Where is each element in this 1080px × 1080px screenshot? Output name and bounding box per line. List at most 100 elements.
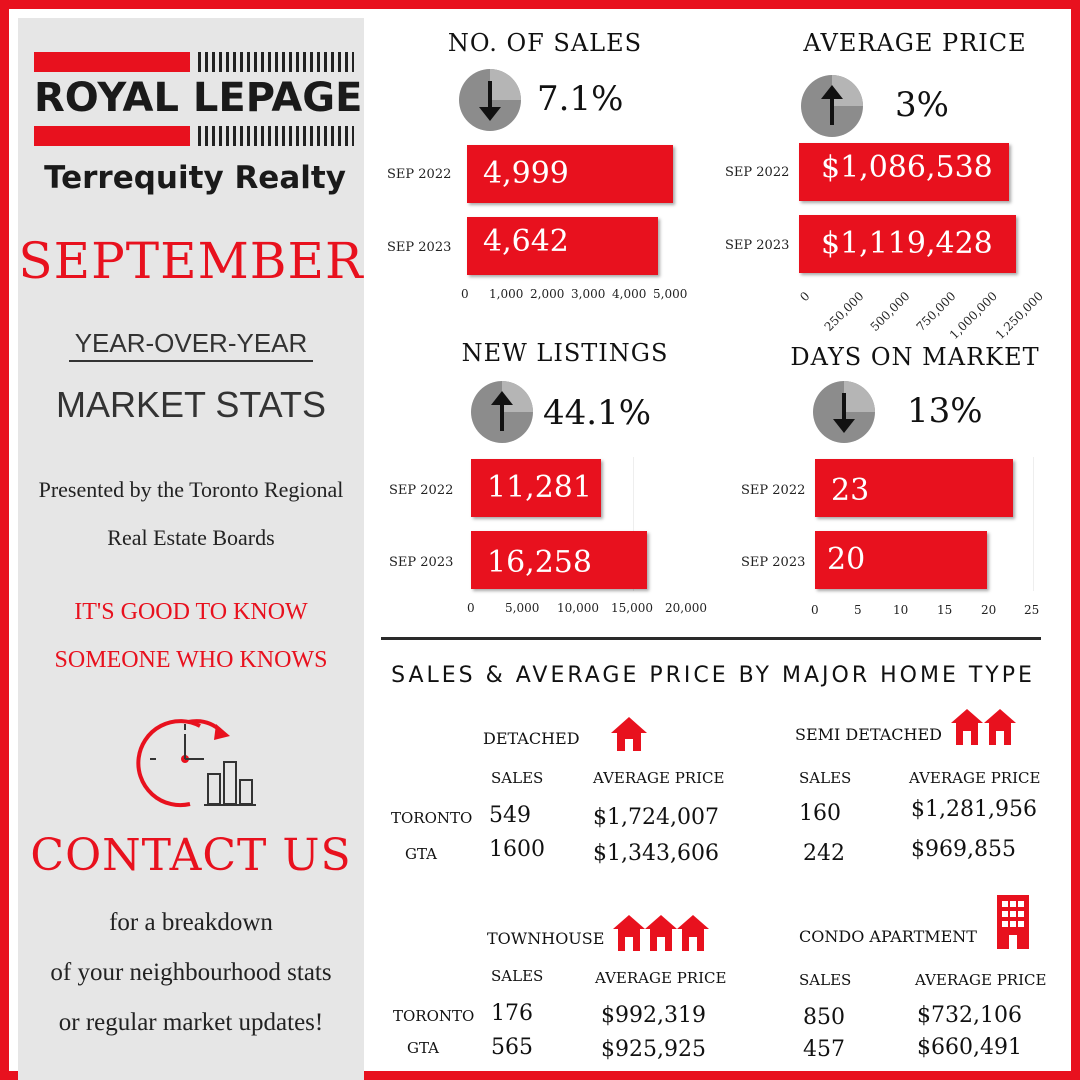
panel-title: NO. OF SALES — [447, 29, 643, 57]
sales-header: SALES — [491, 967, 544, 985]
breakdown-line-2: of your neighbourhood stats — [50, 959, 332, 986]
panel-title: AVERAGE PRICE — [803, 29, 1027, 57]
logo-brand-text: ROYAL LEPAGE — [34, 75, 363, 121]
logo-subtitle: Terrequity Realty — [44, 160, 346, 196]
tagline-line-2: SOMEONE WHO KNOWS — [54, 647, 328, 673]
logo-stripes-top — [198, 52, 354, 72]
toronto-sales: 549 — [489, 803, 531, 828]
row-label: SEP 2022 — [389, 483, 454, 498]
toronto-sales: 160 — [799, 801, 841, 826]
gta-sales: 457 — [803, 1037, 845, 1062]
sales-header: SALES — [491, 769, 544, 787]
breakdown-line-1: for a breakdown — [109, 909, 273, 936]
gta-price: $660,491 — [917, 1035, 1022, 1060]
average-price-header: AVERAGE PRICE — [909, 769, 1041, 787]
axis-tick: 250,000 — [821, 289, 867, 334]
clock-chart-icon — [130, 714, 260, 810]
row-label: SEP 2023 — [387, 240, 452, 255]
toronto-sales: 176 — [491, 1001, 533, 1026]
panel-average-price: AVERAGE PRICE 3% SEP 2022 SEP 2023 $1,08… — [715, 19, 1079, 342]
bar-sep-2022: 23 — [815, 459, 1013, 517]
gta-label: GTA — [405, 845, 437, 863]
change-percent: 3% — [895, 85, 949, 125]
bar-sep-2023: 4,642 — [467, 217, 658, 275]
contact-us-heading: CONTACT US — [30, 830, 352, 881]
breakdown-text: for a breakdown of your neighbourhood st… — [18, 898, 364, 1048]
row-label: SEP 2023 — [725, 238, 790, 253]
panel-new-listings: NEW LISTINGS 44.1% SEP 2022 SEP 2023 11,… — [375, 329, 715, 629]
arrow-up-icon — [801, 75, 863, 137]
row-label: SEP 2022 — [387, 167, 452, 182]
gta-label: GTA — [407, 1039, 439, 1057]
bar-sep-2023: $1,119,428 — [799, 215, 1016, 273]
axis-tick: 15 — [937, 603, 953, 617]
grid-line — [633, 457, 634, 591]
axis-tick: 500,000 — [867, 289, 913, 334]
presented-by: Presented by the Toronto Regional Real E… — [18, 466, 364, 562]
panel-sales: NO. OF SALES 7.1% SEP 2022 SEP 2023 4,99… — [375, 19, 715, 319]
tagline-line-1: IT'S GOOD TO KNOW — [74, 599, 308, 625]
arrow-up-icon — [471, 381, 533, 443]
home-type-name: CONDO APARTMENT — [799, 927, 977, 946]
gta-price: $925,925 — [601, 1037, 706, 1062]
sales-header: SALES — [799, 971, 852, 989]
tagline: IT'S GOOD TO KNOW SOMEONE WHO KNOWS — [18, 588, 364, 684]
axis-tick: 10 — [893, 603, 909, 617]
axis-tick: 3,000 — [571, 287, 606, 301]
toronto-price: $992,319 — [601, 1003, 706, 1028]
axis-tick: 0 — [811, 603, 819, 617]
apartment-building-icon — [995, 893, 1031, 953]
house-icon — [609, 715, 649, 757]
toronto-price: $1,281,956 — [911, 797, 1037, 822]
gta-sales: 565 — [491, 1035, 533, 1060]
home-type-semi-detached: SEMI DETACHED SALES AVERAGE PRICE 160 $1… — [769, 705, 1079, 875]
yoy-text: YEAR-OVER-YEAR — [68, 328, 314, 362]
axis-tick: 4,000 — [612, 287, 647, 301]
panel-title: NEW LISTINGS — [461, 339, 669, 367]
home-type-townhouse: TOWNHOUSE SALES AVERAGE PRICE TORONTO GT… — [381, 907, 726, 1067]
bar-sep-2022: 4,999 — [467, 145, 673, 203]
average-price-header: AVERAGE PRICE — [595, 969, 727, 987]
logo-stripes-bottom — [198, 126, 354, 146]
home-type-name: SEMI DETACHED — [795, 725, 942, 744]
breakdown-line-3: or regular market updates! — [58, 1009, 324, 1036]
axis-tick: 0 — [467, 601, 475, 615]
axis-tick: 0 — [461, 287, 469, 301]
home-type-section-title: SALES & AVERAGE PRICE BY MAJOR HOME TYPE — [391, 663, 1035, 688]
row-label: SEP 2023 — [741, 555, 806, 570]
home-type-name: DETACHED — [483, 729, 580, 748]
axis-tick: 20 — [981, 603, 997, 617]
row-label: SEP 2023 — [389, 555, 454, 570]
arrow-down-icon — [459, 69, 521, 131]
axis-tick: 5,000 — [505, 601, 540, 615]
bar-sep-2022: 11,281 — [471, 459, 601, 517]
axis-tick: 20,000 — [665, 601, 707, 615]
panel-title: DAYS ON MARKET — [790, 343, 1040, 371]
gta-sales: 1600 — [489, 837, 545, 862]
home-type-detached: DETACHED SALES AVERAGE PRICE TORONTO GTA… — [381, 709, 725, 879]
arrow-down-icon — [813, 381, 875, 443]
bar-sep-2023: 20 — [815, 531, 987, 589]
three-houses-icon — [613, 913, 709, 957]
section-divider — [381, 637, 1041, 640]
axis-tick: 5 — [854, 603, 862, 617]
sidebar: ROYAL LEPAGE Terrequity Realty SEPTEMBER… — [18, 18, 364, 1080]
axis-tick: 5,000 — [653, 287, 688, 301]
logo-red-bar-bottom — [34, 126, 190, 146]
gta-sales: 242 — [803, 841, 845, 866]
home-type-condo-apartment: CONDO APARTMENT SALES AVERAGE PRICE 850 … — [769, 889, 1079, 1069]
row-label: SEP 2022 — [741, 483, 806, 498]
sales-header: SALES — [799, 769, 852, 787]
toronto-price: $1,724,007 — [593, 805, 719, 830]
presented-line-2: Real Estate Boards — [107, 525, 275, 550]
yoy-heading: YEAR-OVER-YEAR — [18, 328, 364, 362]
axis-tick: 2,000 — [530, 287, 565, 301]
toronto-price: $732,106 — [917, 1003, 1022, 1028]
two-houses-icon — [951, 707, 1017, 751]
gta-price: $1,343,606 — [593, 841, 719, 866]
axis-tick: 0 — [797, 289, 813, 305]
logo-red-bar-top — [34, 52, 190, 72]
average-price-header: AVERAGE PRICE — [593, 769, 725, 787]
bar-sep-2022: $1,086,538 — [799, 143, 1009, 201]
